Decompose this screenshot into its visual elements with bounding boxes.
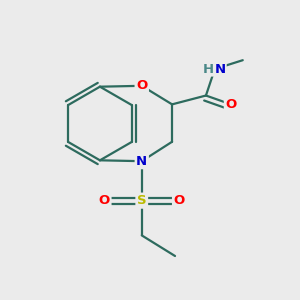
Text: O: O: [173, 194, 185, 207]
Text: N: N: [136, 155, 147, 168]
Text: S: S: [137, 194, 147, 207]
Text: O: O: [99, 194, 110, 207]
Text: O: O: [136, 79, 147, 92]
Text: N: N: [214, 62, 226, 76]
Text: H: H: [203, 62, 214, 76]
Text: O: O: [225, 98, 237, 111]
